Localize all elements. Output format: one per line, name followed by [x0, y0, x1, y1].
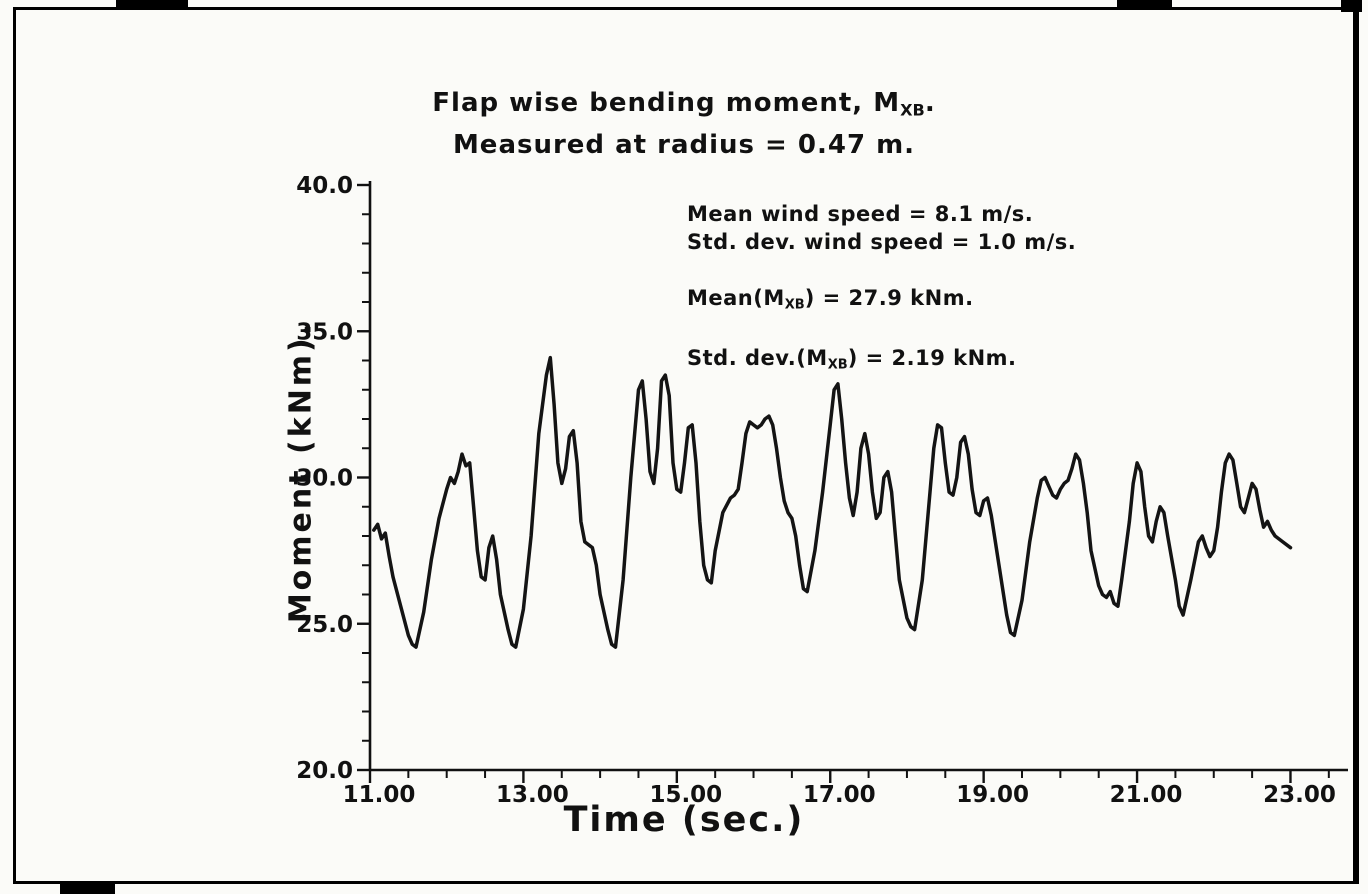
text-part: Mean wind speed = 8.1 m/s.	[687, 202, 1034, 226]
chart-title-line-2: Measured at radius = 0.47 m.	[0, 128, 1368, 163]
text-part: Std. dev. wind speed = 1.0 m/s.	[687, 230, 1077, 254]
x-axis-tick-label: 15.00	[649, 782, 722, 808]
x-axis-tick-label: 17.00	[803, 782, 876, 808]
text-part: Measured at radius = 0.47 m.	[452, 129, 916, 160]
text-part: .	[924, 88, 936, 118]
figure-border	[13, 7, 1359, 884]
text-part: Std. dev.(M	[687, 345, 828, 370]
x-axis-tick-label: 13.00	[496, 782, 569, 808]
y-axis-tick-label: 25.0	[296, 612, 353, 638]
x-axis-tick-label: 21.00	[1110, 782, 1183, 808]
scan-artifact	[1341, 0, 1362, 12]
y-axis-tick-label: 20.0	[296, 758, 353, 784]
annotation-mean-wind-speed: Mean wind speed = 8.1 m/s.	[687, 200, 1076, 228]
y-axis-title: Moment (kNm).	[283, 320, 319, 624]
scan-artifact	[116, 0, 188, 10]
x-axis-title: Time (sec.)	[563, 800, 805, 840]
chart-annotations: Mean wind speed = 8.1 m/s. Std. dev. win…	[687, 200, 1076, 379]
chart-title-line-1: Flap wise bending moment, MXB.	[0, 86, 1368, 128]
y-axis-tick-label: 35.0	[296, 319, 353, 345]
annotation-std-dev-mxb: Std. dev.(MXB) = 2.19 kNm.	[687, 344, 1076, 380]
text-part: Mean(M	[687, 286, 785, 310]
text-part: Flap wise bending moment, M	[432, 88, 901, 118]
text-part: ) = 27.9 kNm.	[804, 286, 974, 310]
y-axis-tick-label: 40.0	[296, 173, 353, 199]
moment-series-line	[372, 355, 1293, 649]
x-axis-tick-label: 19.00	[956, 782, 1029, 808]
subscript-text: XB	[900, 100, 925, 120]
annotation-std-dev-wind-speed: Std. dev. wind speed = 1.0 m/s.	[687, 228, 1076, 256]
x-axis-tick-label: 23.00	[1263, 782, 1336, 808]
chart-title: Flap wise bending moment, MXB. Measured …	[0, 86, 1368, 163]
scan-artifact	[60, 882, 115, 894]
y-axis-tick-label: 30.0	[296, 466, 353, 492]
x-axis-tick-label: 11.00	[343, 782, 416, 808]
subscript-text: XB	[784, 297, 805, 313]
scan-artifact	[1117, 0, 1172, 8]
text-part: ) = 2.19 kNm.	[847, 345, 1017, 370]
subscript-text: XB	[827, 357, 848, 373]
annotation-mean-mxb: Mean(MXB) = 27.9 kNm.	[687, 284, 1076, 320]
